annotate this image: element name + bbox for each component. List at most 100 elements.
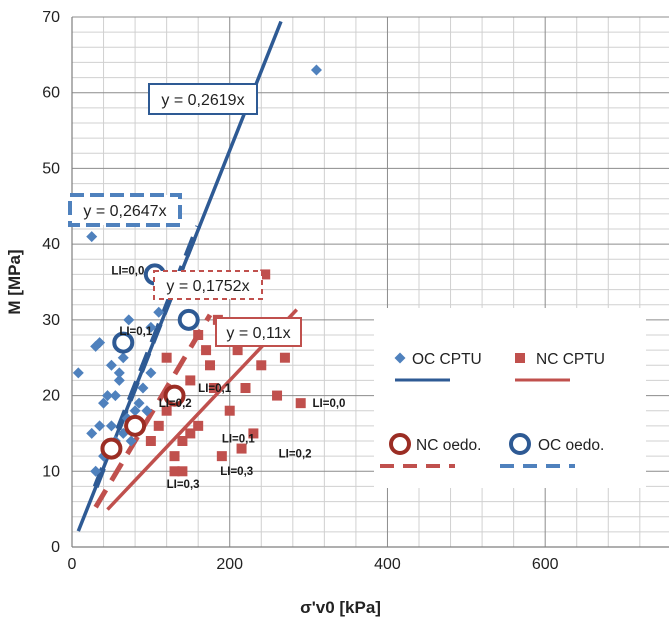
oc-cptu-point <box>105 359 117 371</box>
li-labels: LI=0,0 LI=0,1 LI=0,1 LI=0,2 LI=0,0 LI=0,1 LI=0… <box>111 265 345 491</box>
li-label: LI=0,0 <box>313 398 346 410</box>
oc-cptu-point <box>101 390 113 402</box>
oc-cptu-point <box>72 367 84 379</box>
y-tick-label: 40 <box>42 236 60 253</box>
oc-cptu-point <box>90 465 102 477</box>
nc-cptu-point <box>279 352 290 363</box>
nc-cptu-point <box>256 360 267 371</box>
oc-oedo-point <box>177 308 200 331</box>
legend-label: NC CPTU <box>536 351 605 368</box>
oc-cptu-point <box>125 435 137 447</box>
li-label: LI=0,1 <box>119 326 153 338</box>
nc-cptu-point <box>248 428 259 439</box>
equation-box <box>153 270 263 300</box>
oc-cptu-point <box>86 427 98 439</box>
nc-cptu-point <box>153 420 164 431</box>
equation-label: y = 0,11x <box>226 325 290 342</box>
oc-cptu-point <box>310 64 322 76</box>
equation-box <box>68 193 182 227</box>
oc-oedo-point <box>112 331 135 354</box>
oc-cptu-point <box>153 306 165 318</box>
equation-label: y = 0,1752x <box>166 278 249 295</box>
oc-cptu-point <box>129 405 141 417</box>
nc-cptu-point <box>161 352 172 363</box>
oc-cptu-point <box>113 367 125 379</box>
axes: 0102030405060700200400600800 <box>42 9 669 573</box>
nc-cptu-point <box>177 466 188 477</box>
legend-ring-icon <box>389 433 411 455</box>
nc-cptu-point <box>224 405 235 416</box>
oc-cptu-point <box>98 397 110 409</box>
nc-cptu-point <box>177 436 188 446</box>
legend-box <box>374 308 646 488</box>
nc-cptu-point <box>208 383 219 393</box>
equation-label: y = 0,2619x <box>161 92 244 109</box>
li-label: LI=0,3 <box>220 466 253 478</box>
nc-cptu-point <box>260 269 271 280</box>
nc-cptu-point <box>161 405 172 416</box>
nc-cptu-point <box>169 466 180 477</box>
legend-label: OC oedo. <box>538 437 604 454</box>
y-tick-label: 20 <box>42 388 60 405</box>
trendline-nc-oedo- <box>93 313 213 509</box>
li-label: LI=0,1 <box>198 383 232 395</box>
li-label: LI=0,2 <box>159 398 192 410</box>
oc-cptu-point <box>94 420 106 432</box>
nc-oedo-point <box>100 437 123 460</box>
nc-cptu-point <box>169 451 180 462</box>
oc-cptu-point <box>141 405 153 417</box>
equation-box <box>215 317 302 347</box>
li-label: LI=0,3 <box>167 479 200 491</box>
x-tick-label: 400 <box>374 556 401 573</box>
nc-cptu-point <box>232 345 243 356</box>
nc-cptu-point <box>240 383 251 393</box>
legend: OC CPTU NC CPTU NC oedo. OC oedo. <box>374 308 646 488</box>
x-tick-label: 200 <box>216 556 243 573</box>
y-tick-label: 70 <box>42 9 60 26</box>
nc-cptu-point <box>145 436 156 446</box>
nc-cptu-point <box>193 420 204 431</box>
oc-cptu-point <box>109 390 121 402</box>
nc-cptu-point <box>295 398 306 409</box>
nc-cptu-point <box>236 443 247 454</box>
oc-cptu-point <box>145 321 157 333</box>
oc-cptu-point <box>133 397 145 409</box>
li-label: LI=0,2 <box>279 449 312 461</box>
y-tick-label: 30 <box>42 312 60 329</box>
oc-cptu-point <box>117 352 129 364</box>
legend-label: OC CPTU <box>412 351 482 368</box>
x-tick-label: 600 <box>532 556 559 573</box>
nc-cptu-point <box>216 451 227 462</box>
equation-box <box>148 83 258 115</box>
li-label: LI=0,1 <box>222 434 256 446</box>
legend-label: NC oedo. <box>416 437 481 454</box>
x-tick-label: 0 <box>68 556 77 573</box>
nc-cptu-point <box>185 375 196 386</box>
oc-cptu-point <box>105 420 117 432</box>
equation-labels: y = 0,2619x y = 0,2647x y = 0,11x y = 0,175… <box>68 83 302 347</box>
nc-cptu-point <box>193 330 204 340</box>
y-axis-title: M [MPa] <box>5 249 24 314</box>
oc-cptu-point <box>145 367 157 379</box>
nc-oedo-point <box>163 384 186 407</box>
y-tick-label: 10 <box>42 463 60 480</box>
legend-ring-icon <box>509 433 531 455</box>
oc-cptu-point <box>113 374 125 386</box>
legend-diamond-icon <box>394 352 406 364</box>
y-tick-label: 0 <box>51 539 60 556</box>
nc-cptu-point <box>272 390 283 401</box>
nc-oedo-point <box>124 414 147 437</box>
y-tick-label: 50 <box>42 160 60 177</box>
oc-cptu-point <box>137 382 149 394</box>
equation-label: y = 0,2647x <box>83 203 166 220</box>
oc-cptu-point <box>86 231 98 243</box>
nc-cptu-point <box>205 360 216 371</box>
oc-cptu-point <box>123 314 135 326</box>
nc-cptu-point <box>185 428 196 439</box>
oc-cptu-point <box>94 337 106 349</box>
oc-cptu-point <box>117 427 129 439</box>
nc-cptu-point <box>201 345 212 356</box>
y-tick-label: 60 <box>42 85 60 102</box>
x-axis-title: σ'v0 [kPa] <box>300 598 381 617</box>
